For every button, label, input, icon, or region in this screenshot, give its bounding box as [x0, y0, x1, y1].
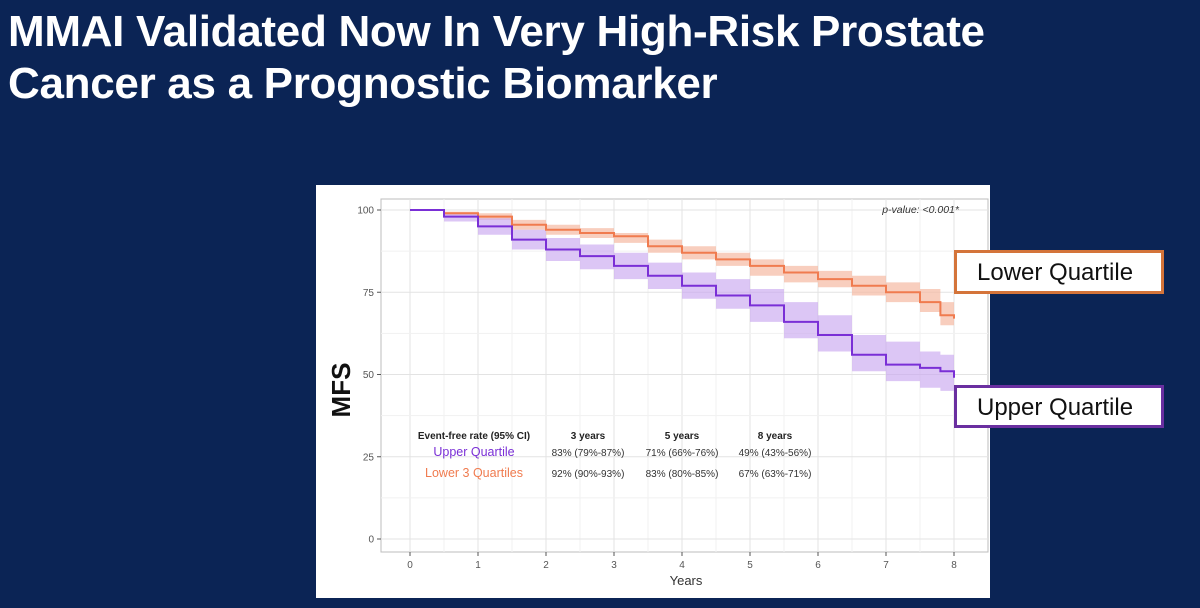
x-tick-label: 6 [815, 560, 821, 571]
x-tick-label: 4 [679, 560, 685, 571]
y-tick-label: 75 [363, 288, 375, 299]
table-cell: 83% (80%-85%) [646, 469, 719, 480]
slide-title-line-2: Cancer as a Prognostic Biomarker [8, 59, 718, 108]
table-header-year: 3 years [571, 431, 606, 442]
lower-quartile-callout: Lower Quartile [954, 250, 1164, 294]
p-value-annotation: p-value: <0.001* [881, 204, 960, 216]
survival-plot-panel: 0 1 2 3 4 5 6 7 8 0 25 50 75 100 Event-free rate (95%… [316, 185, 990, 598]
table-cell: 49% (43%-56%) [739, 448, 812, 459]
table-row-label: Lower 3 Quartiles [425, 466, 523, 480]
survival-line-layer [410, 209, 955, 378]
slide-title: MMAI Validated Now In Very High-Risk Pro… [8, 6, 985, 110]
y-tick-label: 100 [357, 206, 374, 217]
table-row-label: Upper Quartile [433, 445, 514, 459]
survival-curve-chart: 0 1 2 3 4 5 6 7 8 0 25 50 75 100 Event-free rate (95%… [326, 198, 989, 588]
slide-title-line-1: MMAI Validated Now In Very High-Risk Pro… [8, 7, 985, 56]
x-tick-label: 7 [883, 560, 889, 571]
x-tick-label: 0 [407, 560, 413, 571]
table-cell: 71% (66%-76%) [646, 448, 719, 459]
table-header-year: 8 years [758, 431, 793, 442]
x-axis-title: Years [670, 573, 703, 588]
table-cell: 92% (90%-93%) [552, 469, 625, 480]
x-tick-label: 8 [951, 560, 957, 571]
x-tick-label: 3 [611, 560, 617, 571]
y-tick-label: 0 [368, 535, 374, 546]
axis-layer: 0 1 2 3 4 5 6 7 8 0 25 50 75 100 [357, 206, 957, 572]
event-free-table: Event-free rate (95% CI) 3 years 5 years 8 … [418, 431, 812, 480]
table-cell: 67% (63%-71%) [739, 469, 812, 480]
upper-survival-line [410, 209, 955, 378]
y-tick-label: 25 [363, 452, 375, 463]
table-header-label: Event-free rate (95% CI) [418, 431, 530, 442]
table-cell: 83% (79%-87%) [552, 448, 625, 459]
x-tick-label: 5 [747, 560, 753, 571]
x-tick-label: 1 [475, 560, 481, 571]
table-header-year: 5 years [665, 431, 700, 442]
upper-quartile-callout: Upper Quartile [954, 385, 1164, 428]
upper-confidence-band [410, 210, 954, 398]
y-axis-title: MFS [326, 363, 356, 418]
lower-survival-line [410, 209, 955, 319]
x-tick-label: 2 [543, 560, 549, 571]
y-tick-label: 50 [363, 370, 375, 381]
confidence-band-layer [410, 210, 954, 398]
